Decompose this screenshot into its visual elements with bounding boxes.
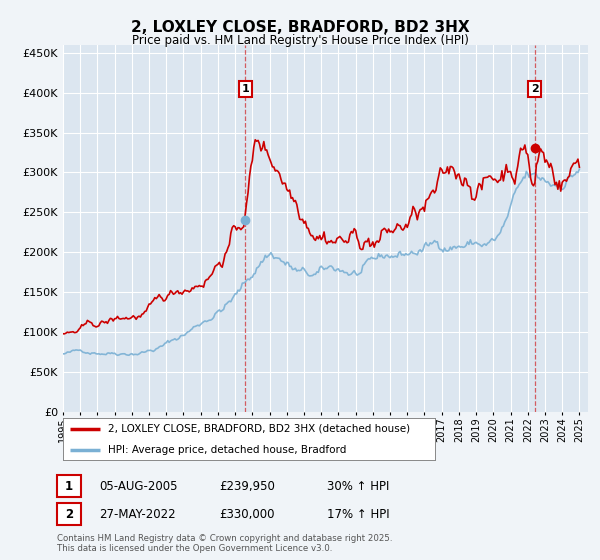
Text: 2, LOXLEY CLOSE, BRADFORD, BD2 3HX (detached house): 2, LOXLEY CLOSE, BRADFORD, BD2 3HX (deta… (107, 424, 410, 434)
Text: 1: 1 (65, 479, 73, 493)
Text: 2, LOXLEY CLOSE, BRADFORD, BD2 3HX: 2, LOXLEY CLOSE, BRADFORD, BD2 3HX (131, 20, 469, 35)
Text: Contains HM Land Registry data © Crown copyright and database right 2025.
This d: Contains HM Land Registry data © Crown c… (57, 534, 392, 553)
Text: £330,000: £330,000 (219, 507, 275, 521)
Text: 1: 1 (242, 84, 250, 94)
Text: 2: 2 (65, 507, 73, 521)
Text: HPI: Average price, detached house, Bradford: HPI: Average price, detached house, Brad… (107, 445, 346, 455)
Text: 27-MAY-2022: 27-MAY-2022 (99, 507, 176, 521)
Text: 30% ↑ HPI: 30% ↑ HPI (327, 479, 389, 493)
Text: Price paid vs. HM Land Registry's House Price Index (HPI): Price paid vs. HM Land Registry's House … (131, 34, 469, 46)
Text: 17% ↑ HPI: 17% ↑ HPI (327, 507, 389, 521)
Text: 2: 2 (531, 84, 539, 94)
Text: 05-AUG-2005: 05-AUG-2005 (99, 479, 178, 493)
Text: £239,950: £239,950 (219, 479, 275, 493)
